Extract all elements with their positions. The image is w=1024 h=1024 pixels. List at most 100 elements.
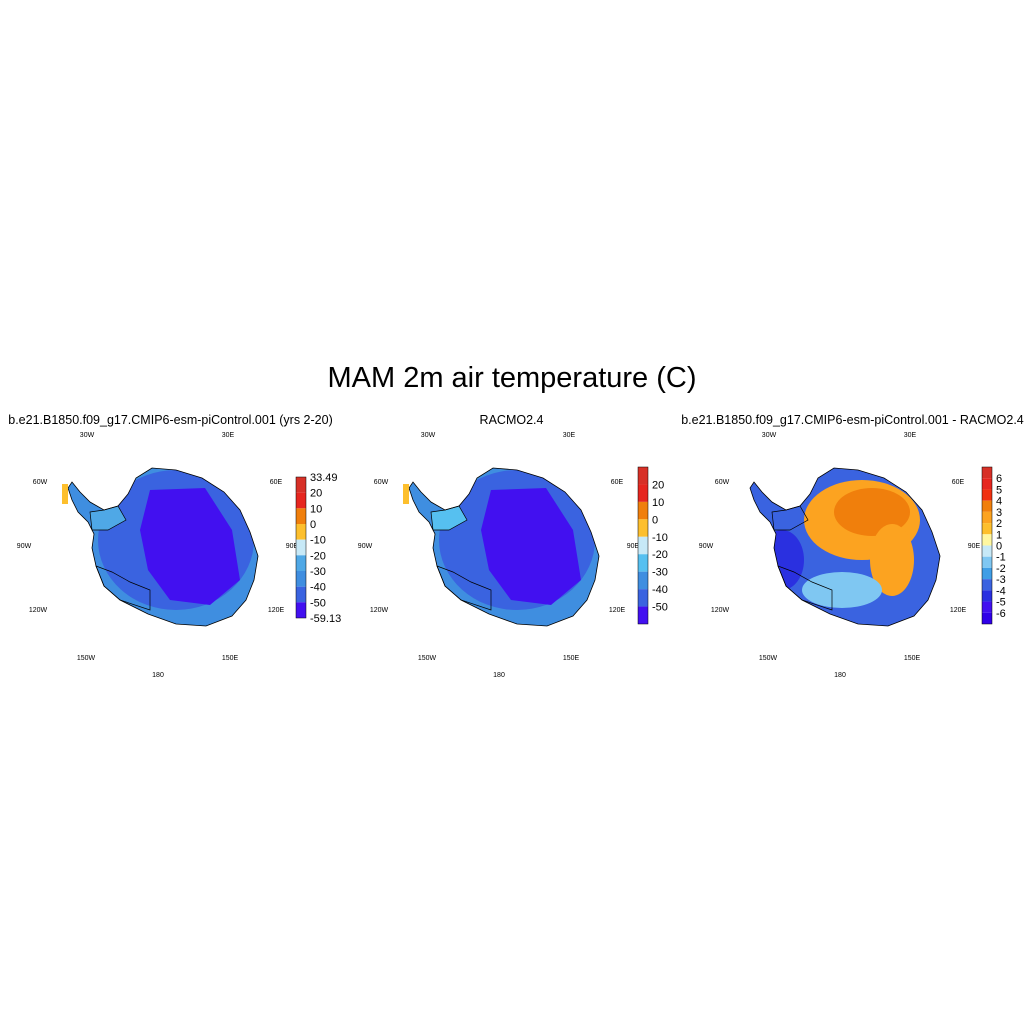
longitude-label: 180: [834, 672, 846, 679]
longitude-label: 30E: [904, 432, 917, 439]
temperature-field: [68, 468, 258, 626]
map-svg: 30W 30E 60W 60E 90W 90E 120W 120E 150W 150E 180 20 1…: [358, 432, 668, 679]
coastal-warm-band: [403, 484, 409, 504]
coastal-warm-band: [62, 484, 68, 504]
colorbar-swatch: [296, 571, 306, 587]
contour-band: [760, 530, 804, 590]
longitude-label: 120E: [268, 607, 285, 614]
colorbar-label: 6: [996, 473, 1002, 485]
longitude-label: 120W: [711, 607, 730, 614]
colorbar-label: -50: [310, 597, 326, 609]
coastline: [771, 505, 809, 531]
colorbar-swatch: [982, 556, 992, 568]
temperature-field: [750, 468, 940, 626]
colorbar-swatch: [982, 601, 992, 613]
longitude-label: 60W: [374, 479, 389, 486]
coastline: [95, 565, 151, 611]
colorbar-label: -40: [652, 584, 668, 596]
colorbar-label: -40: [310, 582, 326, 594]
colorbar-label: 2: [996, 518, 1002, 530]
colorbar-swatch: [982, 579, 992, 591]
coastline: [430, 505, 468, 531]
longitude-label: 150E: [222, 655, 239, 662]
colorbar-label: -4: [996, 585, 1006, 597]
longitude-label: 30W: [762, 432, 777, 439]
colorbar-label: 10: [652, 497, 664, 509]
figure-title: MAM 2m air temperature (C): [327, 362, 697, 394]
coastline: [436, 565, 492, 611]
antarctica-map: [403, 467, 600, 627]
longitude-label: 60E: [270, 479, 283, 486]
longitude-label: 90W: [17, 543, 32, 550]
colorbar-swatch: [982, 545, 992, 557]
longitude-label: 120E: [609, 607, 626, 614]
colorbar-label: -2: [996, 563, 1006, 575]
colorbar-label: -20: [310, 550, 326, 562]
longitude-label: 30W: [421, 432, 436, 439]
panel-racmo: 30W 30E 60W 60E 90W 90E 120W 120E 150W 150E 180 20 1…: [341, 410, 682, 690]
colorbar-swatch: [296, 539, 306, 556]
colorbar-swatch: [638, 571, 648, 590]
contour-band: [870, 524, 914, 596]
map-svg: 30W 30E 60W 60E 90W 90E 120W 120E 150W 150E 180 33.…: [17, 432, 341, 679]
colorbar-label: 10: [310, 503, 322, 515]
longitude-label: 150W: [418, 655, 437, 662]
colorbar-label: 20: [310, 488, 322, 500]
colorbar-swatch: [296, 477, 306, 493]
colorbar-swatch: [982, 478, 992, 490]
panel-title: RACMO2.4: [479, 413, 544, 427]
longitude-label: 120W: [370, 607, 389, 614]
temperature-field: [409, 468, 599, 626]
longitude-label: 30E: [563, 432, 576, 439]
contour-band: [90, 506, 126, 530]
colorbar-swatch: [982, 567, 992, 580]
longitude-label: 90E: [627, 543, 640, 550]
colorbar-swatch: [982, 612, 992, 624]
colorbar-label: -20: [652, 549, 668, 561]
map-svg: 30W 30E 60W 60E 90W 90E 120W 120E 150W 150E 180 654…: [699, 432, 1006, 679]
colorbar-swatch: [638, 467, 648, 485]
colorbar-swatch: [982, 489, 992, 501]
colorbar-label: 4: [996, 496, 1002, 508]
colorbar-swatch: [296, 602, 306, 618]
colorbar-swatch: [296, 524, 306, 540]
colorbar-label: 3: [996, 507, 1002, 519]
colorbar-swatch: [982, 467, 992, 479]
coastline: [89, 505, 127, 531]
panel-title: b.e21.B1850.f09_g17.CMIP6-esm-piControl.…: [681, 413, 1024, 427]
contour-band: [481, 488, 581, 605]
colorbar-swatch: [982, 500, 992, 512]
longitude-label: 180: [152, 672, 164, 679]
colorbar-label: -30: [652, 567, 668, 579]
longitude-label: 150E: [563, 655, 580, 662]
colorbar-swatch: [638, 501, 648, 520]
longitude-label: 150W: [77, 655, 96, 662]
colorbar-swatch: [638, 519, 648, 537]
panel-model: 30W 30E 60W 60E 90W 90E 120W 120E 150W 150E 180 33.…: [0, 410, 341, 690]
colorbar-label: 0: [996, 541, 1002, 553]
colorbar-label: 5: [996, 484, 1002, 496]
coastline: [777, 565, 833, 611]
antarctica-map: [749, 467, 941, 627]
longitude-label: 120E: [950, 607, 967, 614]
longitude-label: 60E: [952, 479, 965, 486]
colorbar-swatch: [638, 606, 648, 624]
colorbar-label: -59.13: [310, 613, 341, 625]
colorbar-swatch: [638, 589, 648, 607]
colorbar-label: -1: [996, 552, 1006, 564]
colorbar-label: 33.49: [310, 472, 338, 484]
colorbar-swatch: [296, 492, 306, 509]
panel-title: b.e21.B1850.f09_g17.CMIP6-esm-piControl.…: [8, 413, 333, 427]
longitude-label: 30W: [80, 432, 95, 439]
longitude-label: 90E: [968, 543, 981, 550]
colorbar-swatch: [638, 484, 648, 502]
antarctica-map: [62, 467, 259, 627]
colorbar-frame: [295, 476, 307, 619]
colorbar-label: -10: [310, 535, 326, 547]
contour-band: [140, 488, 240, 605]
colorbar-frame: [981, 466, 993, 625]
colorbar-swatch: [982, 590, 992, 602]
colorbar-label: 20: [652, 479, 664, 491]
colorbar-swatch: [638, 554, 648, 572]
longitude-label: 180: [493, 672, 505, 679]
